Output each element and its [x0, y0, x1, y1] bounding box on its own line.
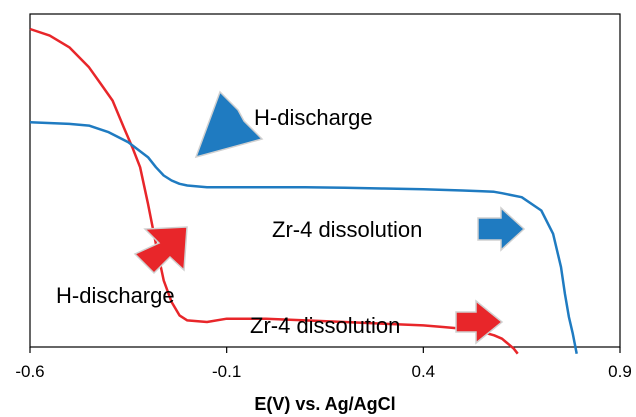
blue-h-discharge-arrow	[194, 90, 264, 159]
series-layer	[29, 27, 578, 355]
blue-zr4-label: Zr-4 dissolution	[272, 217, 422, 242]
x-tick-label: -0.1	[212, 362, 241, 381]
ticks-layer: -0.6 -0.1 0.4 0.9	[15, 347, 632, 381]
plot-area	[29, 13, 621, 348]
x-tick-label: 0.9	[608, 362, 632, 381]
red-zr4-arrow	[455, 299, 504, 345]
red-zr4-label: Zr-4 dissolution	[250, 313, 400, 338]
red-h-discharge-label: H-discharge	[56, 283, 175, 308]
x-axis-label: E(V) vs. Ag/AgCl	[254, 394, 395, 414]
blue-zr4-arrow	[477, 206, 526, 252]
series-line-1	[29, 120, 578, 354]
series-line-0	[29, 27, 519, 355]
x-tick-label: 0.4	[412, 362, 436, 381]
red-h-discharge-arrow	[133, 226, 188, 275]
x-tick-label: -0.6	[15, 362, 44, 381]
blue-h-discharge-label: H-discharge	[254, 105, 373, 130]
